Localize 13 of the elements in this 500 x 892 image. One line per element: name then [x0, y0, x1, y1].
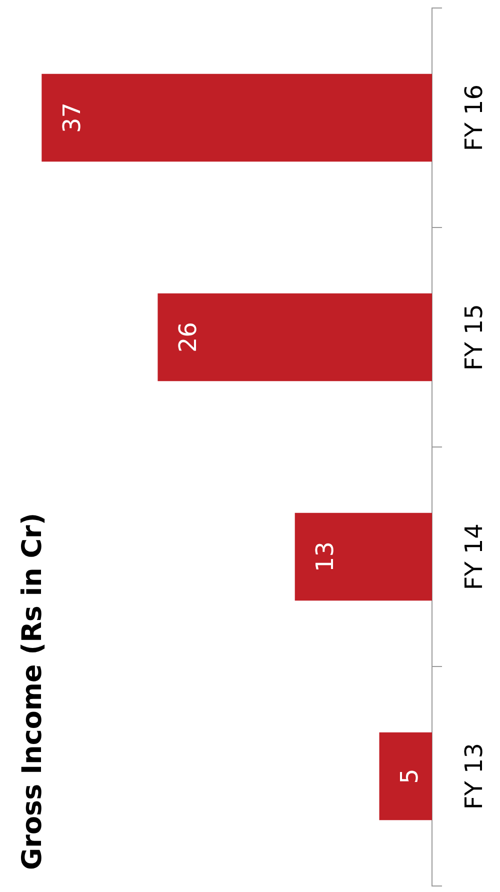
data-label: 37	[58, 102, 86, 134]
bar	[294, 512, 432, 601]
y-tick-label: FY 13	[460, 742, 488, 810]
y-tick-label: FY 14	[460, 523, 488, 590]
data-label: 13	[311, 541, 340, 572]
data-label: 5	[395, 768, 424, 784]
text: Gross Income (Rs in Cr)	[17, 512, 48, 870]
data-label: 26	[174, 322, 202, 353]
bar	[379, 732, 432, 820]
bar	[158, 293, 432, 382]
y-tick-label: FY 16	[460, 84, 488, 152]
y-tick-label: FY 15	[460, 304, 488, 371]
bar	[42, 74, 432, 162]
